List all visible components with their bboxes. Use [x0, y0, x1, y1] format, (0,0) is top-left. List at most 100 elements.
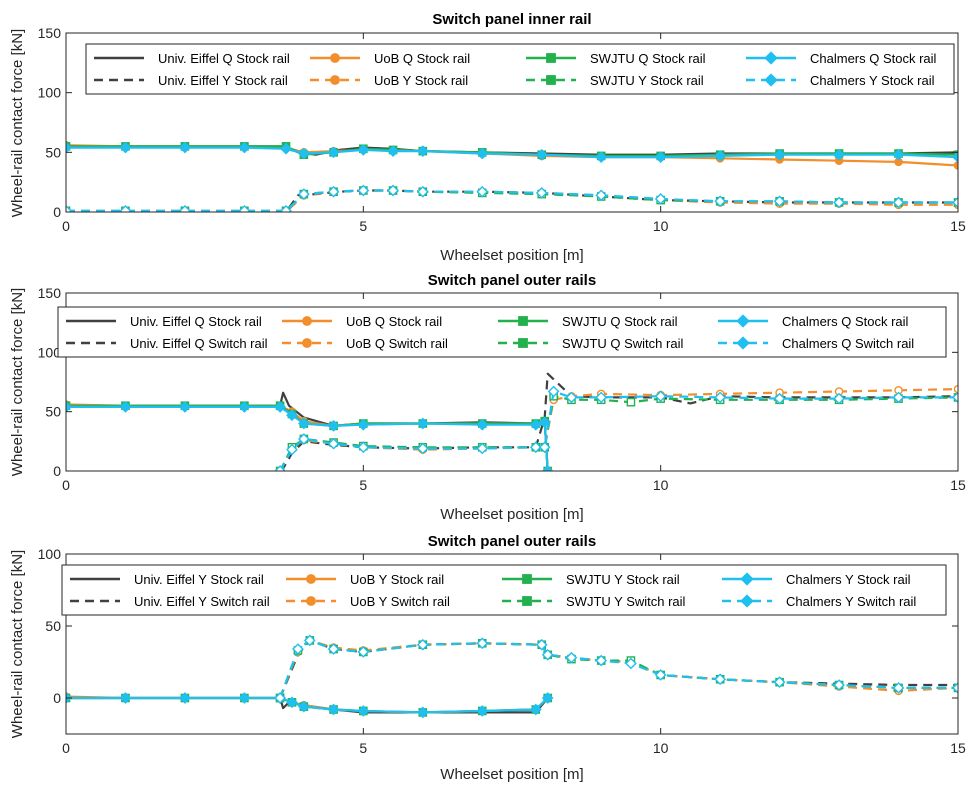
legend-label: SWJTU Q Stock rail [562, 314, 678, 329]
legend-marker [306, 574, 316, 584]
y-tick-label: 100 [38, 546, 62, 562]
data-point [547, 385, 560, 398]
legend: Univ. Eiffel Y Stock rail Univ. Eiffel Y … [61, 564, 947, 616]
data-point [535, 638, 548, 651]
data-point [529, 441, 542, 454]
legend-label: UoB Q Stock rail [374, 51, 470, 66]
legend-marker [764, 73, 778, 87]
data-point [387, 145, 399, 157]
data-point [595, 151, 608, 163]
data-point [833, 196, 845, 209]
data-point [541, 648, 554, 661]
data-point [327, 146, 340, 159]
data-point [654, 669, 667, 681]
legend-label: UoB Q Switch rail [346, 336, 448, 351]
x-tick-label: 0 [62, 218, 70, 234]
legend-marker [522, 596, 532, 606]
data-point [714, 150, 726, 162]
data-point [303, 634, 316, 647]
data-point [292, 643, 304, 655]
data-point [119, 692, 132, 704]
data-point [714, 195, 726, 208]
axes-box [65, 32, 959, 213]
legend-box [57, 306, 947, 358]
legend-marker [764, 51, 778, 65]
legend-marker [518, 338, 528, 348]
data-point [773, 148, 786, 161]
legend-label: Chalmers Q Stock rail [810, 51, 937, 66]
legend-marker [302, 338, 312, 348]
x-tick-label: 10 [653, 740, 669, 756]
data-point [535, 187, 548, 199]
x-tick-label: 0 [62, 740, 70, 756]
data-point [595, 391, 608, 404]
y-tick-label: 50 [45, 404, 61, 420]
data-point [565, 391, 578, 404]
data-point [357, 441, 370, 454]
data-point [66, 204, 72, 212]
data-point [476, 705, 489, 717]
data-point [119, 204, 132, 212]
data-point [357, 418, 370, 431]
data-point [416, 145, 429, 157]
legend-label: Univ. Eiffel Q Switch rail [130, 336, 268, 351]
legend-marker [330, 53, 340, 63]
data-point [286, 696, 298, 709]
data-point [238, 401, 251, 413]
legend-label: UoB Y Switch rail [350, 594, 450, 609]
legend-marker [546, 75, 556, 85]
data-point [327, 703, 340, 716]
data-point [298, 433, 310, 445]
data-point [773, 676, 786, 689]
data-point [274, 401, 286, 413]
data-point [179, 204, 191, 212]
data-point [714, 391, 726, 404]
y-tick-label: 100 [38, 85, 62, 101]
chart-panel-3: 0 5 10 15 0 50 100 Switch panel outer rails Whee… [9, 533, 966, 783]
chart-title: Switch panel outer rails [428, 533, 596, 550]
data-point [66, 141, 72, 154]
data-point [179, 401, 191, 413]
y-axis-label: Wheel-rail contact force [kN] [9, 288, 26, 476]
data-point [892, 196, 905, 209]
y-tick-label: 150 [38, 25, 62, 41]
legend-box [61, 564, 947, 616]
data-point [626, 397, 636, 407]
series-group [66, 140, 958, 212]
data-point [541, 465, 554, 471]
data-point [538, 441, 551, 454]
data-point [952, 391, 958, 404]
data-point [714, 673, 726, 686]
data-point [833, 392, 845, 405]
data-point [327, 185, 340, 198]
axes-box [65, 292, 959, 472]
data-point [274, 465, 286, 471]
y-tick-label: 150 [38, 285, 62, 301]
x-axis-label: Wheelset position [m] [440, 506, 583, 523]
data-point [327, 437, 340, 450]
y-tick-label: 0 [53, 204, 61, 220]
data-point [298, 417, 310, 430]
x-tick-label: 5 [359, 477, 367, 493]
series-line-8 [279, 639, 958, 699]
legend-marker [306, 596, 316, 606]
x-tick-label: 15 [950, 218, 966, 234]
y-axis-label: Wheel-rail contact force [kN] [9, 29, 26, 217]
data-point [416, 442, 429, 455]
data-point [892, 148, 905, 161]
legend: Univ. Eiffel Q Stock rail Univ. Eiffel Q … [57, 306, 947, 358]
data-point [625, 657, 637, 670]
legend-label: Univ. Eiffel Y Stock rail [158, 73, 288, 88]
legend-marker [736, 314, 750, 328]
legend-label: UoB Y Stock rail [350, 572, 444, 587]
x-tick-label: 10 [653, 218, 669, 234]
legend-label: Chalmers Q Switch rail [782, 336, 914, 351]
data-point [476, 147, 489, 160]
legend-marker [740, 572, 754, 586]
data-point [280, 204, 292, 212]
data-point [833, 148, 845, 161]
legend-box [85, 43, 955, 95]
data-point [416, 185, 429, 198]
